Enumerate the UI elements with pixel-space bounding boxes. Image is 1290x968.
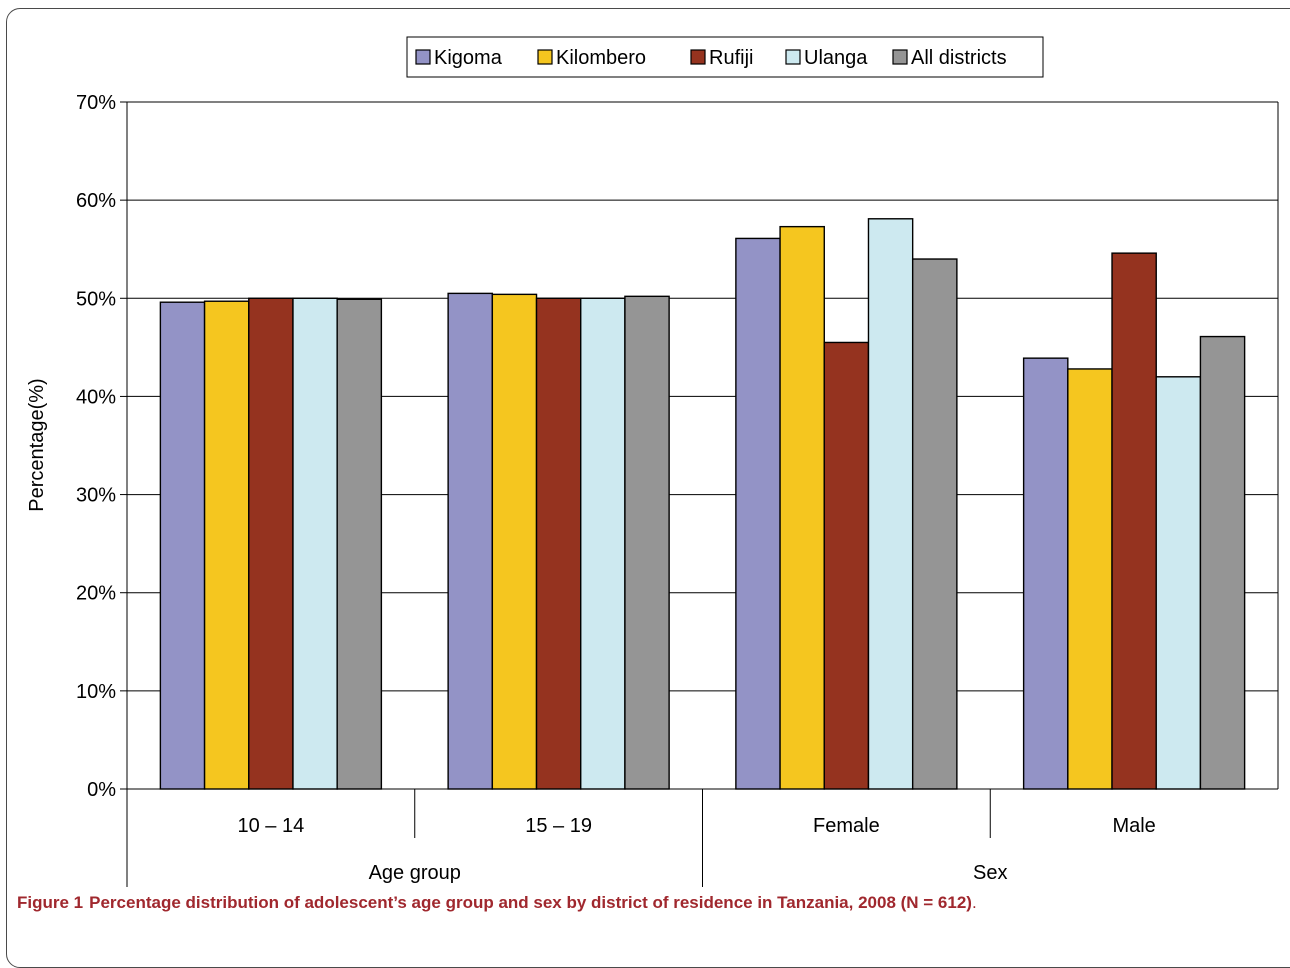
bars xyxy=(159,218,1246,790)
bar xyxy=(823,341,870,790)
bar xyxy=(159,301,206,790)
bar xyxy=(248,297,294,790)
caption-end: . xyxy=(971,893,977,912)
bar xyxy=(1199,335,1246,790)
x-category-labels: 10 – 14 15 – 19 Female Male Age group Sex xyxy=(238,815,1156,884)
bar xyxy=(735,237,781,790)
y-tick-label: 60% xyxy=(76,190,116,212)
x-group-label: Sex xyxy=(973,862,1007,884)
bar xyxy=(1155,376,1202,790)
bar xyxy=(1111,252,1157,790)
legend-swatch xyxy=(785,49,801,65)
legend: Kigoma Kilombero Rufiji Ulanga All districts xyxy=(406,36,1044,78)
bar xyxy=(203,300,250,790)
legend-label: Ulanga xyxy=(804,47,868,69)
legend-label: All districts xyxy=(911,47,1007,69)
axes xyxy=(120,101,1279,887)
y-tick-label: 10% xyxy=(76,681,116,703)
legend-label: Kilombero xyxy=(556,47,646,69)
y-tick-label: 0% xyxy=(87,779,116,801)
bar xyxy=(491,293,538,790)
caption-number: Figure 1 xyxy=(17,893,84,912)
bar xyxy=(292,297,338,790)
bar xyxy=(580,297,626,790)
x-tick-label: Male xyxy=(1112,815,1155,837)
x-group-label: Age group xyxy=(369,862,461,884)
bar xyxy=(779,225,825,790)
bar xyxy=(336,298,383,790)
bar xyxy=(867,218,914,790)
bar xyxy=(1067,368,1113,790)
y-tick-labels: 0% 10% 20% 30% 40% 50% 60% 70% xyxy=(76,92,116,801)
y-tick-label: 30% xyxy=(76,485,116,507)
caption-text: Percentage distribution of adolescent’s … xyxy=(89,893,972,912)
bar xyxy=(1022,357,1069,790)
x-tick-label: Female xyxy=(813,815,880,837)
legend-swatch xyxy=(537,49,553,65)
x-tick-label: 15 – 19 xyxy=(525,815,592,837)
bar-chart: 0% 10% 20% 30% 40% 50% 60% 70% 10 – 14 15 – 19 Fe… xyxy=(26,36,1279,887)
legend-swatch xyxy=(690,49,706,65)
legend-swatch xyxy=(415,49,431,65)
x-tick-label: 10 – 14 xyxy=(238,815,305,837)
bar xyxy=(447,292,494,790)
y-tick-label: 70% xyxy=(76,92,116,114)
y-tick-label: 20% xyxy=(76,583,116,605)
bar xyxy=(535,297,582,790)
legend-box xyxy=(406,36,1044,78)
y-tick-label: 50% xyxy=(76,288,116,310)
y-tick-label: 40% xyxy=(76,386,116,408)
legend-swatch xyxy=(892,49,908,65)
legend-label: Kigoma xyxy=(434,47,503,69)
legend-label: Rufiji xyxy=(709,47,753,69)
y-axis-label: Percentage(%) xyxy=(26,378,48,511)
figure-caption: Figure 1 Percentage distribution of adole… xyxy=(17,893,977,913)
bar xyxy=(624,295,670,790)
bar xyxy=(911,258,958,790)
